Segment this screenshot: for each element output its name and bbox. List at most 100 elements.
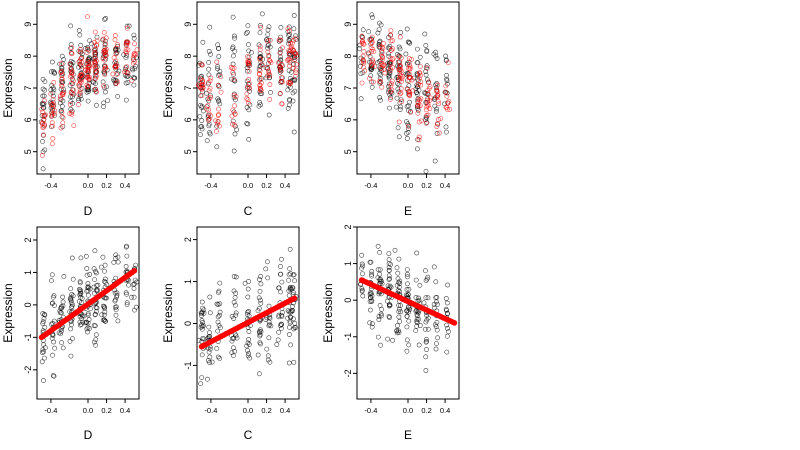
observed-point	[132, 66, 138, 72]
observed-point	[398, 303, 403, 309]
observed-point	[246, 351, 251, 356]
fitted-point	[259, 62, 265, 68]
observed-point	[395, 86, 401, 92]
fitted-point	[49, 102, 55, 108]
fitted-point	[229, 113, 235, 119]
fitted-point	[103, 41, 108, 47]
observed-point	[68, 99, 74, 105]
fitted-point	[256, 71, 262, 76]
x-tick-label: -0.4	[204, 181, 217, 190]
x-tick-label: -0.4	[364, 406, 377, 415]
observed-point	[216, 46, 222, 51]
observed-point	[404, 293, 410, 299]
observed-point	[445, 325, 450, 331]
observed-point	[276, 312, 282, 318]
y-tick-label: -2	[23, 366, 33, 374]
observed-point	[70, 293, 76, 299]
observed-point	[246, 337, 252, 342]
y-tick-label: 1	[23, 270, 33, 275]
fitted-point	[397, 34, 403, 40]
observed-point	[39, 359, 45, 365]
observed-point	[101, 317, 107, 323]
observed-point	[279, 312, 284, 318]
observed-point	[404, 287, 410, 292]
x-tick-label: -0.4	[204, 406, 217, 415]
fitted-point	[377, 44, 383, 50]
y-axis-label: Expression	[321, 58, 335, 117]
observed-point	[292, 278, 297, 284]
observed-point	[70, 276, 76, 282]
observed-point	[204, 376, 210, 382]
fitted-point	[266, 68, 271, 74]
panel-c-raw: -0.4 0.0 0.2 0.4 5 6 7 8 9 Expression C	[161, 1, 300, 218]
observed-point	[403, 51, 409, 57]
observed-point	[386, 277, 392, 282]
observed-point	[215, 64, 220, 69]
observed-point	[396, 44, 402, 50]
observed-point	[94, 332, 99, 338]
x-tick-label: 0.2	[261, 181, 271, 190]
fitted-point	[230, 70, 236, 75]
y-tick-label: 0	[23, 302, 33, 307]
y-axis-label: Expression	[321, 283, 335, 342]
fitted-point	[362, 68, 368, 74]
observed-point	[123, 55, 129, 61]
observed-point	[131, 35, 137, 41]
fitted-point	[93, 70, 98, 76]
fitted-point	[124, 42, 129, 48]
observed-point	[267, 315, 273, 321]
fitted-point	[70, 91, 75, 97]
x-tick-label: 0.0	[243, 406, 253, 415]
observed-point	[207, 129, 212, 135]
observed-point	[94, 270, 99, 276]
observed-point	[393, 104, 399, 110]
fitted-point	[388, 55, 394, 61]
observed-point	[359, 261, 365, 267]
fitted-point	[131, 51, 137, 57]
observed-point	[287, 285, 293, 291]
fitted-point	[267, 58, 273, 64]
fitted-point	[389, 78, 395, 84]
observed-point	[231, 33, 237, 39]
observed-point	[424, 120, 430, 125]
observed-point	[396, 314, 402, 320]
fitted-point	[368, 37, 373, 43]
observed-point	[278, 24, 284, 30]
fitted-point	[408, 109, 413, 115]
observed-point	[103, 276, 108, 282]
observed-point	[257, 328, 262, 334]
observed-point	[232, 302, 238, 308]
fitted-point	[435, 98, 441, 104]
panel-e-raw: -0.4 0.0 0.2 0.4 5 6 7 8 9 Expression E	[321, 1, 460, 218]
x-axis-label: D	[84, 428, 93, 442]
observed-point	[113, 252, 119, 258]
fitted-point	[416, 70, 422, 76]
observed-point	[113, 312, 119, 318]
observed-point	[229, 76, 234, 82]
fitted-point	[115, 79, 120, 85]
y-tick-label: 7	[343, 85, 353, 90]
fitted-point	[379, 54, 385, 59]
fitted-point	[77, 78, 83, 84]
observed-point	[244, 121, 250, 126]
observed-point	[89, 41, 94, 47]
y-tick-label: 1	[183, 279, 193, 284]
observed-point	[278, 271, 284, 277]
observed-point	[377, 249, 382, 255]
observed-point	[265, 32, 271, 37]
fitted-point	[69, 51, 74, 57]
observed-point	[423, 295, 429, 301]
fitted-point	[257, 87, 263, 93]
observed-point	[255, 352, 261, 358]
fitted-point	[278, 78, 284, 84]
fitted-point	[52, 108, 57, 113]
observed-point	[78, 71, 84, 76]
observed-point	[77, 322, 83, 328]
fitted-point	[278, 37, 284, 43]
observed-point	[85, 310, 91, 316]
observed-point	[265, 275, 270, 281]
observed-point	[232, 97, 238, 103]
y-tick-label: 8	[183, 54, 193, 59]
fitted-point	[102, 57, 108, 63]
observed-point	[215, 319, 221, 325]
